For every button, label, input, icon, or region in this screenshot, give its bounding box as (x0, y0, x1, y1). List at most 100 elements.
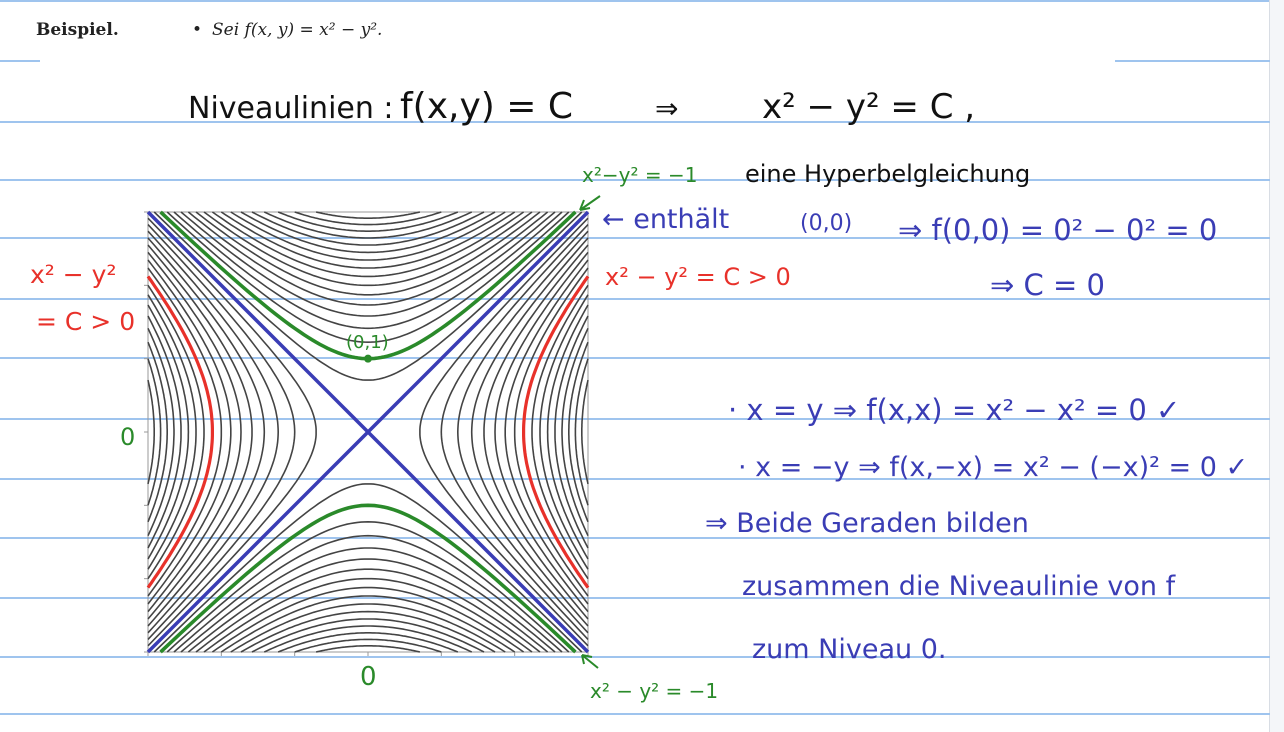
contour-line (180, 211, 556, 317)
contour-line (574, 358, 589, 506)
contour-line (294, 638, 442, 653)
green-arrow-bottom (581, 654, 599, 669)
rule-line (0, 418, 1270, 420)
f00-label: ⇒ f(0,0) = 0² − 0² = 0 (898, 213, 1217, 247)
contour-line (187, 211, 549, 306)
contour-line (166, 211, 570, 344)
contour-line (147, 259, 232, 605)
contour-line (419, 217, 589, 647)
rule-line (0, 656, 1270, 658)
contour-line (211, 211, 525, 278)
contour-line (147, 224, 296, 640)
point-01-label: (0,1) (346, 332, 389, 353)
contour-line (470, 237, 589, 627)
rule-line (0, 537, 1270, 539)
contour-line (539, 294, 589, 570)
niveaulinien-label: Niveaulinien : (188, 91, 394, 126)
red-right-label: x² − y² = C > 0 (605, 263, 791, 291)
rule-line (0, 121, 1270, 123)
function-statement: Sei f(x, y) = x² − y². (212, 20, 383, 40)
conclusion-line-2: zusammen die Niveaulinie von f (742, 571, 1177, 602)
contour-line (494, 251, 589, 613)
contour-line (147, 379, 155, 485)
bottom-level-label: x² − y² = −1 (590, 679, 718, 703)
contour-line (504, 259, 589, 605)
contour-line (147, 237, 266, 627)
contour-line (180, 547, 556, 653)
hyperbel-note: eine Hyperbelgleichung (745, 160, 1030, 188)
contour-line (220, 595, 516, 653)
contour-line (211, 586, 525, 653)
contour-line (195, 568, 541, 653)
rule-line (0, 478, 1270, 480)
contour-line (251, 211, 485, 246)
contour-line (203, 211, 533, 287)
conclusion-line-1: ⇒ Beide Geraden bilden (705, 508, 1029, 539)
contour-line (147, 294, 197, 570)
contour-line (581, 379, 589, 485)
rule-line (0, 237, 1270, 239)
zero-bottom-label: 0 (360, 662, 377, 692)
hyperbola-equation: x² − y² = C , (762, 87, 975, 127)
contour-line (195, 211, 541, 296)
c-zero-label: ⇒ C = 0 (990, 268, 1105, 302)
red-level-curve (522, 275, 590, 589)
red-level-curve (146, 275, 214, 589)
contour-line (147, 315, 182, 549)
contour-line (568, 341, 589, 523)
rule-line (0, 713, 1270, 715)
example-heading: Beispiel. (36, 20, 119, 40)
contour-line (456, 230, 589, 634)
contour-line (294, 211, 442, 226)
contour-line (240, 610, 496, 653)
bullet: • (192, 20, 203, 40)
contour-plot (144, 195, 601, 669)
contour-line (315, 211, 421, 219)
rule-line (0, 597, 1270, 599)
contour-line (315, 645, 421, 653)
contour-line (546, 304, 589, 560)
implies-arrow: ⇒ (655, 92, 678, 125)
rule-line-short (1115, 60, 1270, 62)
contour-line (147, 267, 223, 597)
contour-line (561, 327, 589, 537)
contour-line (554, 315, 589, 549)
contour-line (230, 603, 506, 653)
rule-line (0, 298, 1270, 300)
contour-line (230, 211, 506, 261)
contour-line (531, 284, 589, 580)
green-arrow-top (579, 195, 601, 211)
contour-line (173, 211, 563, 330)
contour-line (187, 558, 549, 653)
level-set-equation: f(x,y) = C (400, 86, 573, 127)
contour-line (147, 358, 162, 506)
point-0-1 (364, 354, 372, 363)
contour-line (251, 618, 485, 653)
contour-line (153, 483, 583, 653)
green-level-label: x²−y² = −1 (582, 163, 697, 187)
scrollbar-edge[interactable] (1269, 0, 1284, 732)
contour-line (263, 625, 473, 653)
x-eq-minus-y-line: · x = −y ⇒ f(x,−x) = x² − (−x)² = 0 ✓ (738, 452, 1248, 483)
zero-left-label: 0 (120, 423, 135, 451)
contour-line (483, 244, 589, 620)
x-eq-y-line: · x = y ⇒ f(x,x) = x² − x² = 0 ✓ (728, 393, 1180, 427)
contour-line (147, 304, 190, 560)
green-level-curve (159, 503, 577, 654)
red-left-label-top: x² − y² (30, 260, 116, 289)
contour-line (147, 244, 253, 620)
contour-line (277, 632, 459, 653)
contour-line (147, 327, 175, 537)
contour-line (203, 577, 533, 653)
contour-line (147, 341, 168, 523)
diagonal-x-eq-minus-y (146, 210, 590, 654)
contour-line (440, 224, 589, 640)
contour-line (513, 267, 589, 597)
contour-line (166, 520, 570, 653)
contour-line (147, 230, 280, 634)
contour-line (147, 284, 205, 580)
red-left-label-bottom: = C > 0 (36, 307, 135, 336)
conclusion-line-3: zum Niveau 0. (752, 634, 946, 665)
